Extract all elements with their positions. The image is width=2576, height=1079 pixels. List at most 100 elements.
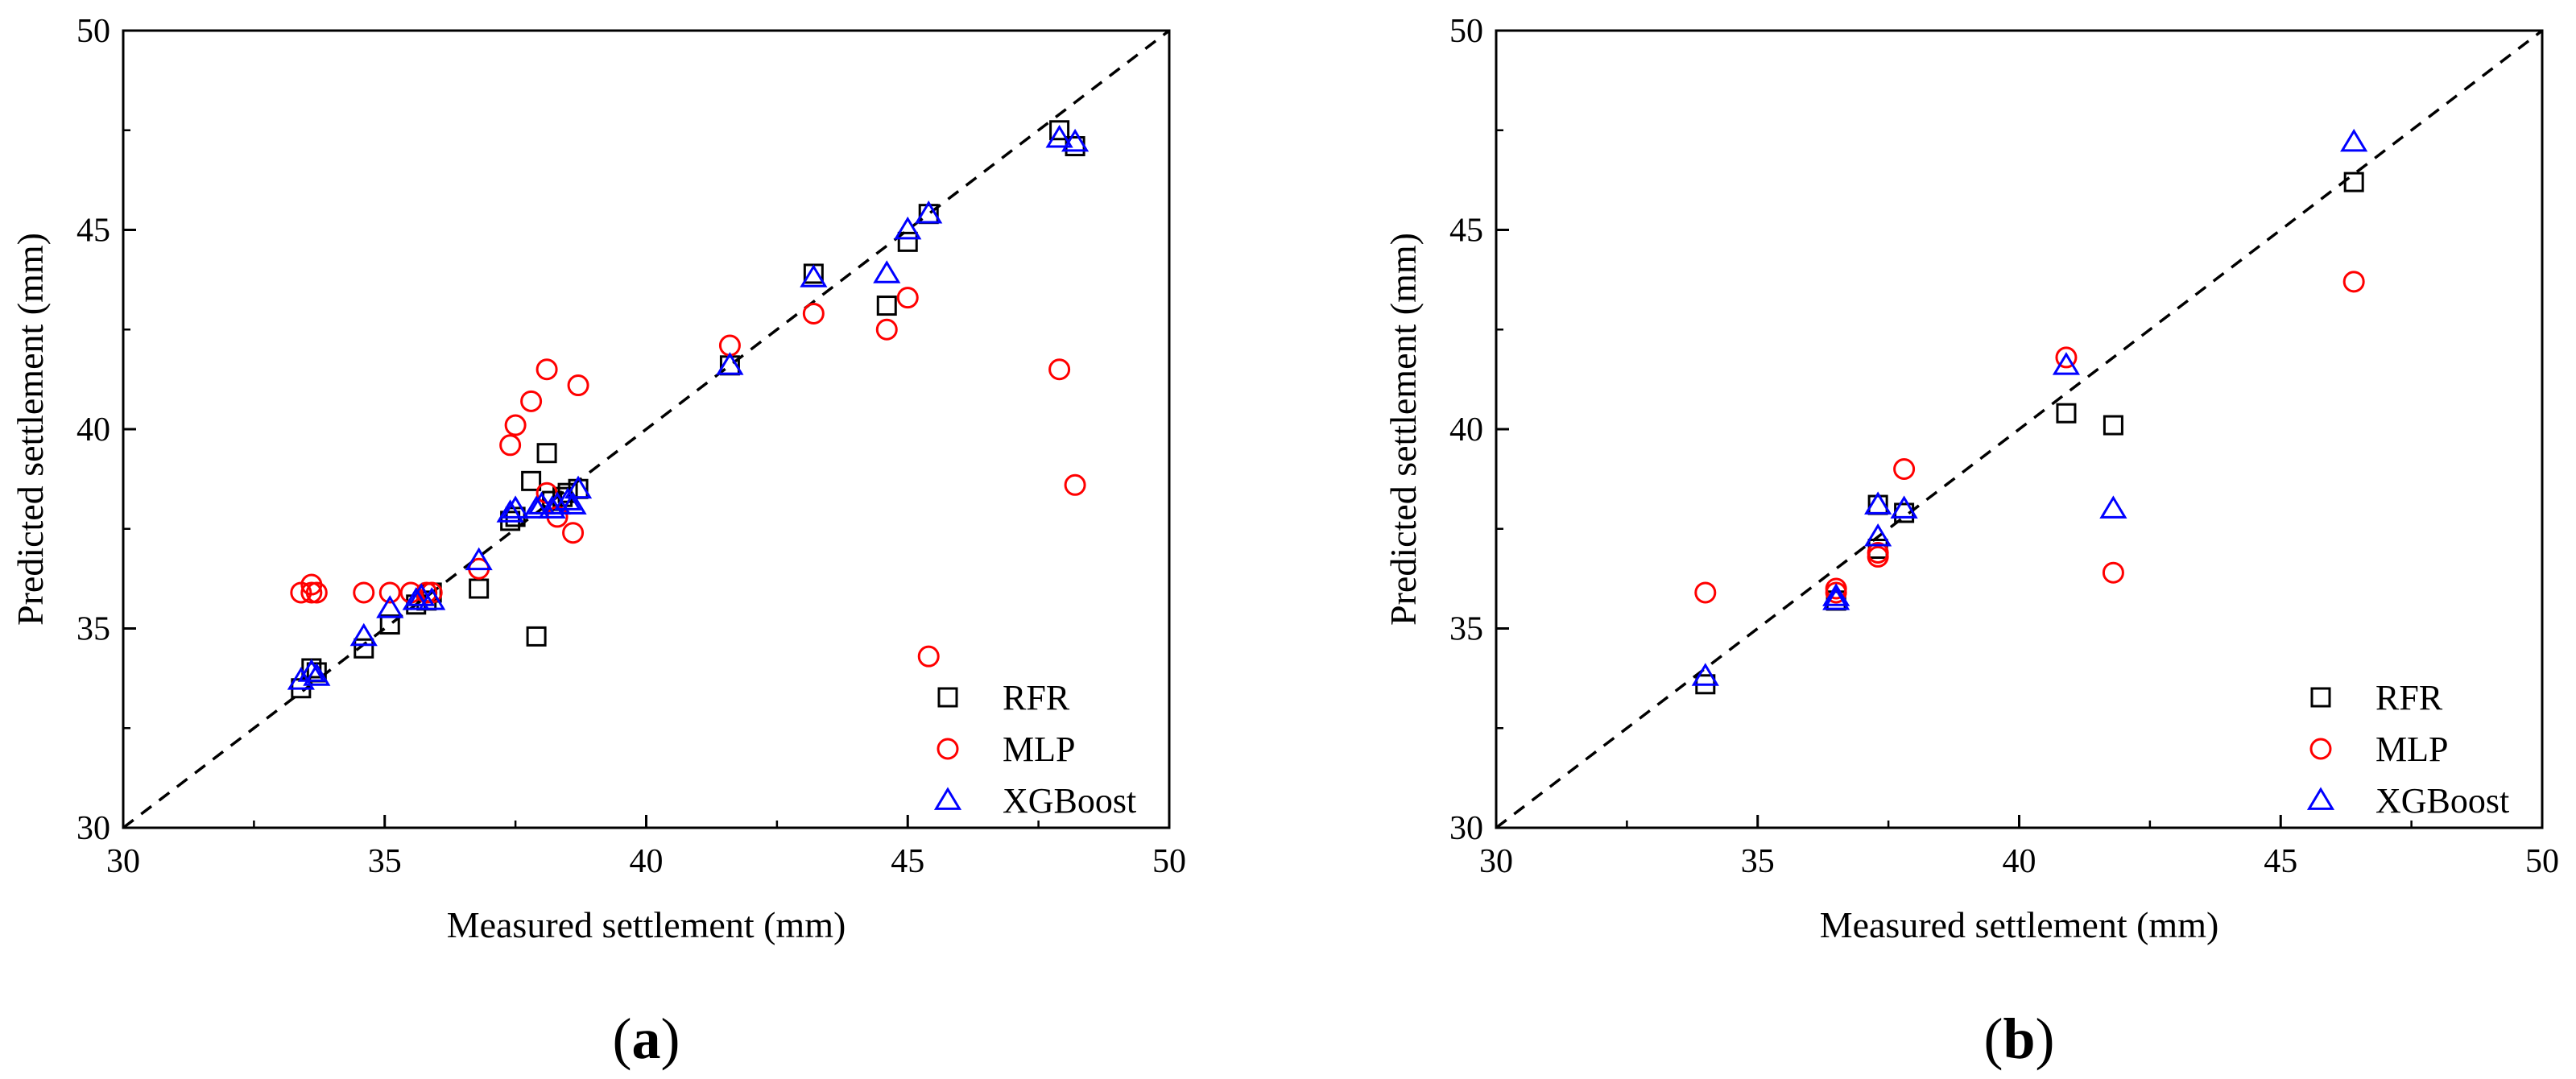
chart-a-x-tick-label: 30 (106, 843, 140, 880)
chart-a-mlp-point (896, 287, 919, 309)
chart-a-xgboost-point (303, 663, 331, 686)
chart-b-y-axis-label: Predicted settlement (mm) (1383, 233, 1424, 626)
chart-b-mlp-point (2102, 561, 2124, 584)
chart-a-mlp-point (520, 390, 543, 412)
chart-b-legend-marker-xgboost (2306, 787, 2335, 810)
chart-a-xgboost-point (873, 260, 901, 283)
chart-b-x-axis-label: Measured settlement (mm) (1820, 904, 2219, 945)
chart-a: 30 35 40 45 50 30 35 40 45 50 Measured settlement … (10, 13, 1186, 1071)
chart-a-xgboost-point (559, 491, 587, 515)
chart-a-xgboost-point (894, 216, 922, 240)
chart-a-xgboost-point (297, 659, 325, 682)
chart-a-rfr-point (354, 638, 374, 659)
chart-b-legend: RFR MLP XGBoost (2306, 678, 2509, 821)
chart-b-x-tick-label: 45 (2264, 843, 2297, 880)
chart-b-legend-marker-mlp (2309, 738, 2332, 760)
chart-b-xgboost-point (2099, 495, 2127, 519)
chart-a-xgboost-point (376, 595, 404, 618)
chart-a-reference-line (122, 29, 1171, 829)
chart-a-y-tick-label: 40 (76, 411, 110, 449)
chart-a-rfr-point (526, 626, 547, 647)
chart-a-mlp-point (504, 414, 527, 436)
chart-a-legend-label-mlp: MLP (1003, 730, 1075, 769)
chart-b-x-tick-label: 35 (1741, 843, 1775, 880)
chart-a-rfr-point (1049, 120, 1070, 141)
chart-a-xgboost-point (543, 491, 572, 515)
chart-a-mlp-point (562, 522, 585, 544)
chart-a-series-mlp (290, 287, 1086, 668)
chart-b-legend-label-rfr: RFR (2375, 678, 2443, 717)
chart-b-mlp-point (1694, 581, 1717, 604)
chart-a-y-tick-label: 50 (76, 13, 110, 50)
chart-a-xgboost-point (402, 587, 430, 610)
chart-b-panel-label: (b) (1983, 1007, 2054, 1071)
chart-b-mlp-point (1825, 577, 1847, 600)
chart-b-reference-line (1495, 29, 2544, 829)
chart-b-xgboost-point (1691, 663, 1719, 686)
chart-b-series-mlp (1694, 271, 2365, 604)
chart-a-mlp-point (305, 581, 328, 604)
chart-a-mlp-point (353, 581, 375, 604)
chart-a-y-tick-label: 45 (76, 213, 110, 250)
chart-a-y-axis-label: Predicted settlement (mm) (10, 233, 51, 626)
chart-a-xgboost-point (523, 495, 551, 519)
chart-a-xgboost-point (287, 667, 315, 690)
chart-a-x-tick-label: 40 (630, 843, 664, 880)
chart-a-legend-label-rfr: RFR (1003, 678, 1070, 717)
chart-a-x-tick-label: 45 (891, 843, 924, 880)
chart-a-xgboost-point (800, 264, 828, 287)
chart-a-rfr-point (876, 296, 897, 316)
chart-a-xgboost-point (1061, 128, 1090, 152)
chart-a-mlp-point (300, 581, 323, 604)
chart-b-legend-label-mlp: MLP (2375, 730, 2448, 769)
chart-a-mlp-point (1048, 358, 1071, 381)
chart-a-legend-marker-mlp (937, 738, 959, 760)
chart-b-xgboost-point (2340, 128, 2368, 152)
chart-a-rfr-point (521, 470, 542, 491)
chart-a-y-tick-label: 30 (76, 810, 110, 847)
chart-a-mlp-point (499, 434, 522, 457)
chart-a-xgboost-point (418, 587, 446, 610)
chart-a-legend-marker-rfr (937, 687, 958, 708)
chart-a-rfr-point (379, 614, 400, 635)
chart-a-mlp-point (1064, 473, 1086, 496)
chart-a-xgboost-point (1045, 124, 1073, 148)
chart-a-x-tick-label: 35 (368, 843, 402, 880)
chart-b-rfr-point (2343, 172, 2364, 192)
chart-a-rfr-point (469, 578, 490, 599)
chart-a-xgboost-point (496, 499, 524, 523)
chart-b-y-tick-label: 35 (1449, 611, 1483, 648)
chart-b-xgboost-point (1890, 495, 1918, 519)
chart-a-rfr-point (536, 443, 557, 464)
chart-a-mlp-point (535, 358, 558, 381)
chart-b-legend-marker-rfr (2310, 687, 2331, 708)
chart-a-xgboost-point (564, 475, 593, 499)
chart-b-xgboost-point (1822, 583, 1850, 606)
chart-b-series-rfr (1695, 172, 2364, 695)
chart-a-legend: RFR MLP XGBoost (933, 678, 1136, 821)
chart-b-x-tick-label: 40 (2003, 843, 2036, 880)
chart-a-xgboost-point (716, 352, 744, 375)
chart-a-x-tick-label: 50 (1152, 843, 1186, 880)
chart-b: 30 35 40 45 50 30 35 40 45 50 Measured settlement … (1383, 13, 2559, 1071)
chart-a-legend-marker-xgboost (933, 787, 962, 810)
chart-a-xgboost-point (502, 495, 530, 519)
chart-a-panel-label: (a) (613, 1007, 680, 1071)
chart-a-rfr-point (897, 231, 918, 252)
chart-b-x-tick-label: 50 (2525, 843, 2559, 880)
chart-a-series-xgboost (287, 124, 1090, 690)
chart-a-mlp-point (875, 318, 898, 341)
chart-b-mlp-point (1893, 458, 1916, 480)
chart-a-xgboost-point (349, 622, 378, 647)
chart-b-mlp-point (2342, 271, 2365, 293)
chart-b-xgboost-point (1822, 587, 1850, 610)
chart-a-mlp-point (917, 645, 940, 668)
chart-a-mlp-point (802, 302, 825, 325)
chart-b-y-tick-label: 30 (1449, 810, 1483, 847)
chart-b-y-tick-label: 50 (1449, 13, 1483, 50)
chart-b-rfr-point (2056, 403, 2077, 424)
chart-b-rfr-point (2103, 415, 2123, 436)
chart-a-xgboost-point (553, 487, 582, 511)
chart-a-mlp-point (378, 581, 401, 604)
